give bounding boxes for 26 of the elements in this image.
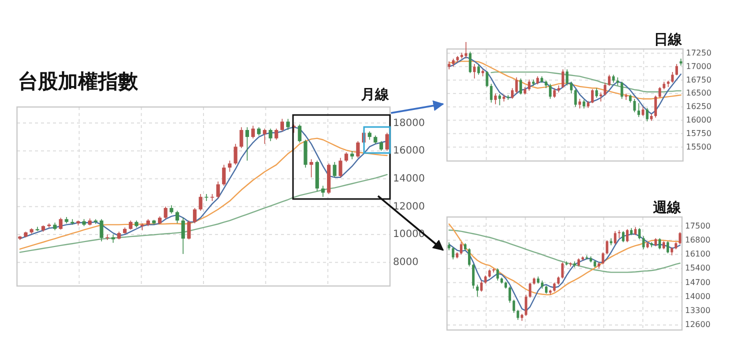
y-tick-label: 14700 [685, 278, 710, 287]
y-tick-label: 15750 [686, 128, 712, 138]
y-tick-label: 16250 [686, 102, 712, 112]
y-tick-label: 15500 [686, 142, 712, 152]
y-tick-label: 14000 [393, 173, 425, 184]
y-tick-label: 14000 [685, 292, 710, 301]
y-tick-label: 17250 [686, 48, 712, 58]
y-tick-label: 18000 [393, 118, 425, 129]
chart-title: 日線 [654, 32, 683, 48]
y-tick-label: 13300 [685, 306, 710, 316]
y-tick-label: 12600 [685, 320, 710, 330]
chart-title: 週線 [652, 200, 682, 216]
y-tick-label: 16800 [685, 235, 710, 244]
chart-subtitle: 月線 [360, 87, 390, 103]
y-tick-label: 16100 [685, 250, 710, 259]
y-tick-label: 17000 [686, 62, 712, 71]
y-tick-label: 17500 [685, 221, 710, 230]
y-tick-label: 15400 [685, 264, 710, 273]
y-tick-label: 16500 [686, 88, 712, 98]
y-tick-label: 16000 [393, 146, 425, 157]
y-tick-label: 12000 [393, 201, 425, 212]
y-tick-label: 16750 [686, 75, 712, 84]
y-tick-label: 10000 [393, 229, 425, 240]
y-tick-label: 16000 [686, 115, 712, 124]
y-tick-label: 8000 [393, 257, 418, 268]
chart-title: 台股加權指數 [18, 69, 139, 93]
